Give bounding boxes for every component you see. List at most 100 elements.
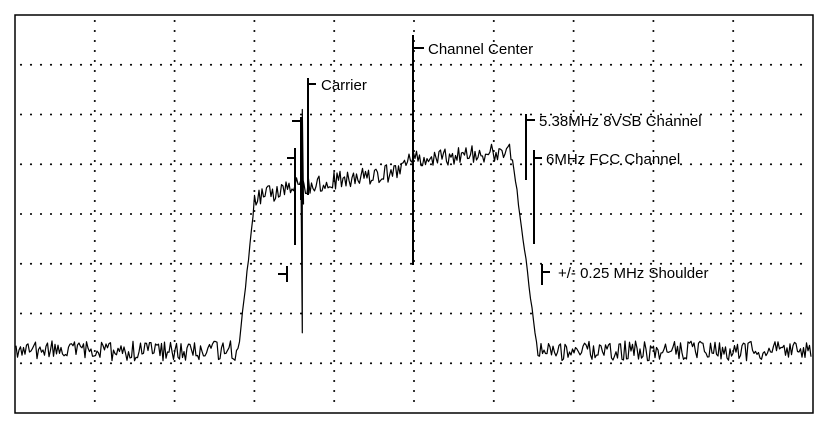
- grid-dot: [333, 119, 336, 123]
- grid-dot: [19, 212, 23, 216]
- grid-dot: [419, 262, 423, 265]
- grid-dot: [359, 113, 363, 116]
- grid-dot: [89, 163, 93, 166]
- grid-dot: [333, 129, 336, 133]
- grid-dot: [729, 262, 733, 265]
- grid-dot: [333, 19, 336, 23]
- grid-dot: [93, 129, 96, 133]
- grid-dot: [253, 369, 256, 373]
- grid-dot: [29, 113, 33, 116]
- grid-dot: [49, 262, 53, 265]
- grid-dot: [253, 329, 256, 333]
- grid-dot: [369, 262, 373, 265]
- grid-dot: [189, 63, 193, 66]
- grid-dot: [749, 212, 753, 216]
- grid-dot: [69, 312, 73, 315]
- grid-dot: [412, 329, 416, 333]
- grid-dot: [689, 362, 693, 365]
- grid-dot: [652, 359, 655, 363]
- grid-dot: [319, 63, 323, 66]
- grid-dot: [199, 312, 203, 315]
- grid-dot: [652, 109, 655, 113]
- grid-dot: [589, 113, 593, 116]
- grid-dot: [492, 99, 495, 103]
- marker-group: Carrier Channel Center 5.38MHz 8VSB Chan…: [278, 35, 709, 285]
- grid-dot: [209, 262, 213, 265]
- grid-dot: [412, 359, 416, 363]
- grid-dot: [259, 163, 263, 166]
- grid-dot: [589, 163, 593, 166]
- grid-dot: [769, 163, 773, 166]
- grid-dot: [572, 139, 575, 143]
- grid-dot: [469, 212, 473, 216]
- grid-dot: [652, 189, 655, 193]
- grid-dot: [572, 339, 575, 343]
- grid-dot: [49, 362, 53, 365]
- grid-dot: [239, 63, 243, 66]
- grid-dot: [492, 199, 495, 203]
- grid-dot: [229, 163, 233, 166]
- grid-dot: [389, 113, 393, 116]
- grid-dot: [652, 209, 655, 213]
- grid-dot: [649, 312, 653, 315]
- grid-dot: [259, 362, 263, 365]
- grid-dot: [492, 119, 495, 123]
- grid-dot: [699, 362, 703, 365]
- grid-dot: [93, 19, 96, 23]
- grid-dot: [609, 163, 613, 166]
- grid-dot: [93, 149, 96, 153]
- grid-dot: [209, 362, 213, 365]
- grid-dot: [499, 312, 503, 315]
- grid-dot: [749, 163, 753, 166]
- grid-dot: [572, 189, 575, 193]
- grid-dot: [469, 362, 473, 365]
- grid-dot: [492, 49, 495, 53]
- grid-dot: [333, 359, 336, 363]
- grid-dot: [389, 212, 393, 216]
- grid-dot: [629, 163, 633, 166]
- grid-dot: [59, 262, 63, 265]
- grid-dot: [699, 163, 703, 166]
- grid-dot: [469, 312, 473, 315]
- grid-dot: [599, 63, 603, 66]
- grid-dot: [689, 63, 693, 66]
- grid-dot: [732, 139, 735, 143]
- grid-dot: [652, 309, 655, 313]
- grid-dot: [652, 379, 655, 383]
- grid-dot: [749, 262, 753, 265]
- grid-dot: [572, 199, 575, 203]
- grid-dot: [333, 349, 336, 353]
- grid-dot: [572, 159, 575, 163]
- grid-dot: [639, 63, 643, 66]
- grid-dot: [789, 163, 793, 166]
- grid-dot: [492, 29, 495, 33]
- grid-dot: [489, 312, 493, 315]
- grid-dot: [469, 163, 473, 166]
- grid-dot: [559, 262, 563, 265]
- grid-dot: [209, 113, 213, 116]
- grid-dot: [579, 63, 583, 66]
- grid-dot: [479, 163, 483, 166]
- grid-dot: [652, 329, 655, 333]
- grid-dot: [333, 139, 336, 143]
- grid-dot: [119, 63, 123, 66]
- grid-dot: [479, 362, 483, 365]
- grid-dot: [729, 312, 733, 315]
- grid-dot: [319, 212, 323, 216]
- grid-dot: [379, 163, 383, 166]
- grid-dot: [492, 219, 495, 223]
- grid-dot: [253, 79, 256, 83]
- grid-dot: [333, 289, 336, 293]
- grid-dot: [509, 163, 513, 166]
- grid-dot: [459, 212, 463, 216]
- grid-dot: [173, 329, 176, 333]
- grid-dot: [229, 212, 233, 216]
- grid-dot: [769, 362, 773, 365]
- grid-dot: [492, 389, 495, 393]
- grid-dot: [39, 362, 43, 365]
- grid-dot: [732, 339, 735, 343]
- grid-dot: [569, 163, 573, 166]
- grid-dot: [93, 359, 96, 363]
- grid-dot: [679, 163, 683, 166]
- grid-dot: [609, 63, 613, 66]
